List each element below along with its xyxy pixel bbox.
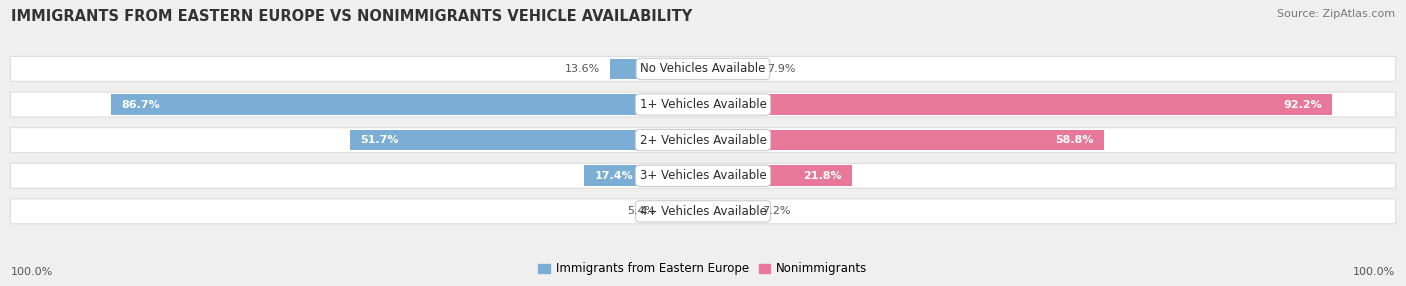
Text: 13.6%: 13.6%	[565, 64, 600, 74]
Bar	[111, 94, 703, 115]
Bar	[703, 59, 756, 79]
Text: 7.2%: 7.2%	[762, 206, 790, 217]
Bar	[703, 165, 852, 186]
Bar	[703, 201, 752, 222]
Text: 1+ Vehicles Available: 1+ Vehicles Available	[640, 98, 766, 111]
Text: 7.9%: 7.9%	[768, 64, 796, 74]
FancyBboxPatch shape	[10, 56, 1396, 82]
Text: IMMIGRANTS FROM EASTERN EUROPE VS NONIMMIGRANTS VEHICLE AVAILABILITY: IMMIGRANTS FROM EASTERN EUROPE VS NONIMM…	[11, 9, 693, 23]
Bar	[610, 59, 703, 79]
FancyBboxPatch shape	[10, 199, 1396, 224]
Text: No Vehicles Available: No Vehicles Available	[640, 62, 766, 76]
Text: 2+ Vehicles Available: 2+ Vehicles Available	[640, 134, 766, 147]
Text: 58.8%: 58.8%	[1056, 135, 1094, 145]
FancyBboxPatch shape	[10, 92, 1396, 117]
FancyBboxPatch shape	[10, 128, 1396, 153]
Text: 17.4%: 17.4%	[595, 171, 633, 181]
Text: 86.7%: 86.7%	[122, 100, 160, 110]
Text: 51.7%: 51.7%	[360, 135, 399, 145]
Bar	[666, 201, 703, 222]
Text: 100.0%: 100.0%	[11, 267, 53, 277]
Bar	[703, 130, 1104, 150]
Text: 100.0%: 100.0%	[1353, 267, 1395, 277]
Text: 3+ Vehicles Available: 3+ Vehicles Available	[640, 169, 766, 182]
Text: 21.8%: 21.8%	[803, 171, 842, 181]
Text: 4+ Vehicles Available: 4+ Vehicles Available	[640, 205, 766, 218]
Legend: Immigrants from Eastern Europe, Nonimmigrants: Immigrants from Eastern Europe, Nonimmig…	[534, 258, 872, 280]
Text: 5.4%: 5.4%	[627, 206, 657, 217]
Bar	[585, 165, 703, 186]
FancyBboxPatch shape	[10, 163, 1396, 188]
Text: Source: ZipAtlas.com: Source: ZipAtlas.com	[1277, 9, 1395, 19]
Bar	[703, 94, 1331, 115]
Text: 92.2%: 92.2%	[1284, 100, 1322, 110]
Bar	[350, 130, 703, 150]
